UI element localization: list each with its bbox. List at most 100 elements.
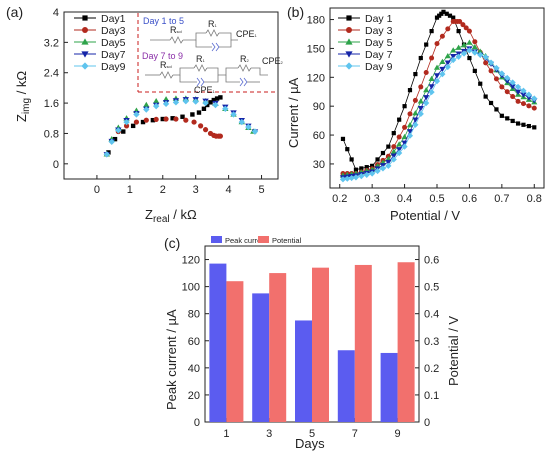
panel-b-point — [455, 44, 462, 50]
panel-b-legend-marker — [346, 27, 352, 33]
panel-b-point — [417, 106, 424, 112]
panel-a-point — [205, 102, 210, 108]
panel-b-label: (b) — [287, 4, 304, 20]
panel-a-point — [222, 105, 229, 112]
inset-cpe2-label-2: CPE2 — [262, 56, 284, 66]
panel-b-point — [504, 89, 510, 95]
panel-a-xlabel: Zreal / kΩ — [145, 207, 197, 225]
panel-b-legend-label: Day 1 — [365, 13, 393, 25]
panel-b-point — [396, 147, 403, 153]
panel-b-ytick-label: 180 — [307, 15, 325, 27]
panel-b-point — [401, 143, 408, 150]
panel-b-point — [349, 157, 354, 162]
panel-b-point — [439, 33, 445, 39]
panel-b-point — [463, 25, 469, 31]
panel-c-bar-peak-current — [252, 293, 270, 422]
panel-b-point — [460, 50, 468, 57]
panel-b-point — [412, 97, 418, 103]
inset-circuit-2 — [145, 64, 268, 87]
panel-b-point — [460, 42, 468, 48]
panel-b-xtick-label: 0.3 — [365, 193, 380, 205]
panel-a-point — [103, 151, 110, 158]
panel-b-xtick-label: 0.5 — [429, 193, 444, 205]
panel-b-point — [339, 176, 347, 183]
panel-a-point — [230, 111, 237, 118]
panel-b-point — [514, 83, 522, 91]
panel-b-point — [428, 84, 435, 90]
panel-b-point — [348, 174, 355, 182]
panel-b-point — [531, 105, 537, 111]
panel-a-point — [214, 96, 220, 101]
panel-b-point — [374, 167, 381, 175]
panel-a-series — [103, 97, 259, 158]
panel-b-point — [434, 41, 440, 47]
panel-b-point — [515, 98, 521, 104]
panel-b-point — [447, 13, 453, 18]
panel-b-point — [396, 134, 402, 140]
panel-a-xtick-label: 1 — [127, 184, 133, 196]
panel-b-point — [450, 54, 457, 60]
panel-b-point — [369, 170, 376, 177]
panel-b-ytick-label: 30 — [313, 159, 325, 171]
panel-c-bar-potential — [226, 281, 244, 422]
panel-b-point — [510, 118, 515, 124]
panel-b-point — [386, 144, 391, 149]
panel-c-ylabel-right: Potential / V — [446, 316, 461, 386]
panel-b-point — [402, 124, 408, 130]
panel-b-point — [460, 22, 466, 28]
panel-c-ytick-right-label: 0.4 — [424, 309, 439, 321]
panel-a-point — [153, 116, 159, 123]
panel-a-point — [152, 102, 160, 110]
panel-c-xlabel: Days — [295, 436, 325, 451]
panel-a-point — [201, 106, 207, 111]
panel-b-point — [413, 71, 418, 77]
panel-a-ytick-label: 1.6 — [44, 98, 59, 110]
panel-a-point — [208, 100, 213, 105]
panel-b-point — [428, 88, 435, 96]
panel-b-point — [359, 166, 364, 171]
panel-b-point — [521, 122, 526, 127]
panel-c-xtick-label: 7 — [352, 428, 358, 440]
panel-b-point — [423, 95, 430, 101]
panel-a-ytick-label: 0.8 — [44, 128, 59, 140]
panel-b-point — [417, 110, 424, 117]
panel-b-legend-marker — [345, 62, 353, 70]
panel-a-point — [190, 112, 195, 117]
inset-cpe1-label-1: CPE1 — [236, 29, 258, 39]
panel-a-point — [217, 133, 223, 139]
panel-c-ytick-left-label: 40 — [188, 363, 200, 375]
panel-a-legend-marker — [81, 38, 89, 45]
panel-b-point — [472, 39, 478, 45]
panel-b-point — [433, 78, 441, 85]
panel-b-point — [424, 42, 429, 47]
panel-b-point — [520, 92, 527, 98]
panel-b-point — [444, 11, 449, 16]
panel-b-legend-marker — [345, 51, 353, 58]
panel-c-legend-swatch — [258, 236, 269, 243]
panel-c-bar-peak-current — [337, 350, 355, 422]
panel-b-point — [477, 51, 484, 58]
panel-c-label: (c) — [164, 235, 180, 251]
panel-b-point — [439, 58, 446, 65]
panel-b-point — [450, 47, 457, 53]
panel-b-point — [471, 44, 478, 50]
panel-b-ytick-label: 60 — [313, 130, 325, 142]
panel-b-point — [407, 111, 413, 117]
panel-b-point — [444, 53, 451, 59]
panel-a-point — [202, 127, 209, 133]
panel-b-point — [380, 150, 386, 156]
panel-b-point — [385, 162, 392, 169]
panel-a-legend-marker — [82, 15, 88, 21]
panel-b-xtick-label: 0.4 — [397, 193, 412, 205]
panel-a-point — [130, 123, 136, 129]
panel-b-point — [525, 95, 532, 101]
panel-c-bar-potential — [354, 264, 372, 422]
panel-b-point — [412, 117, 419, 123]
panel-b-point — [401, 133, 408, 140]
panel-b-xtick-label: 0.2 — [332, 193, 347, 205]
panel-a-series — [104, 116, 223, 157]
panel-a-point — [143, 101, 150, 108]
panel-a-ytick-label: 2.4 — [44, 68, 59, 80]
panel-b-point — [441, 9, 446, 14]
panel-a-point — [143, 106, 150, 113]
